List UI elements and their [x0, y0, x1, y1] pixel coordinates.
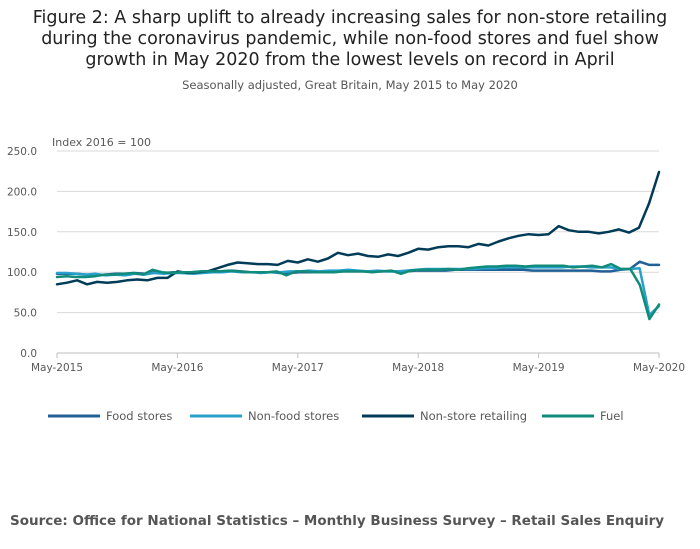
- chart-title: Figure 2: A sharp uplift to already incr…: [0, 8, 700, 71]
- source-note: Source: Office for National Statistics –…: [10, 513, 665, 529]
- gridlines: [57, 150, 659, 314]
- legend-label: Fuel: [600, 409, 624, 423]
- legend-item-fuel[interactable]: Fuel: [542, 409, 624, 423]
- y-axis-ticks: 0.0 50.0 100.0 150.0 200.0 250.0: [7, 146, 37, 360]
- line-chart: 0.0 50.0 100.0 150.0 200.0 250.0 Index 2016 =…: [7, 136, 685, 423]
- y-tick-label: 150.0: [7, 227, 37, 239]
- legend-label: Non-food stores: [248, 409, 339, 423]
- legend-item-nonfood[interactable]: Non-food stores: [190, 409, 339, 423]
- x-tick-label: May-2015: [31, 362, 83, 374]
- y-tick-label: 50.0: [14, 308, 37, 320]
- x-axis: May-2015 May-2016 May-2017 May-2018 May-2019…: [31, 352, 685, 374]
- y-tick-label: 200.0: [7, 186, 37, 198]
- chart-title-line-2: during the coronavirus pandemic, while n…: [41, 29, 659, 49]
- series-lines: [55, 170, 661, 321]
- x-tick-label: May-2016: [151, 362, 203, 374]
- y-axis-label: Index 2016 = 100: [52, 136, 151, 149]
- series-line-nonstore: [55, 170, 661, 286]
- x-tick-label: May-2020: [633, 362, 685, 374]
- x-tick-label: May-2018: [392, 362, 444, 374]
- chart-title-line-3: growth in May 2020 from the lowest level…: [85, 50, 615, 70]
- y-tick-label: 100.0: [7, 267, 37, 279]
- series-line-fuel: [55, 262, 661, 321]
- legend-label: Food stores: [106, 409, 172, 423]
- legend-label: Non-store retailing: [420, 409, 527, 423]
- legend[interactable]: Food stores Non-food stores Non-store reta…: [48, 409, 624, 423]
- chart-subtitle: Seasonally adjusted, Great Britain, May …: [182, 78, 518, 92]
- chart-title-line-1: Figure 2: A sharp uplift to already incr…: [32, 8, 668, 28]
- x-tick-label: May-2017: [272, 362, 324, 374]
- legend-item-nonstore[interactable]: Non-store retailing: [362, 409, 527, 423]
- legend-item-food[interactable]: Food stores: [48, 409, 172, 423]
- x-tick-label: May-2019: [513, 362, 565, 374]
- y-tick-label: 250.0: [7, 146, 37, 158]
- y-tick-label: 0.0: [20, 348, 37, 360]
